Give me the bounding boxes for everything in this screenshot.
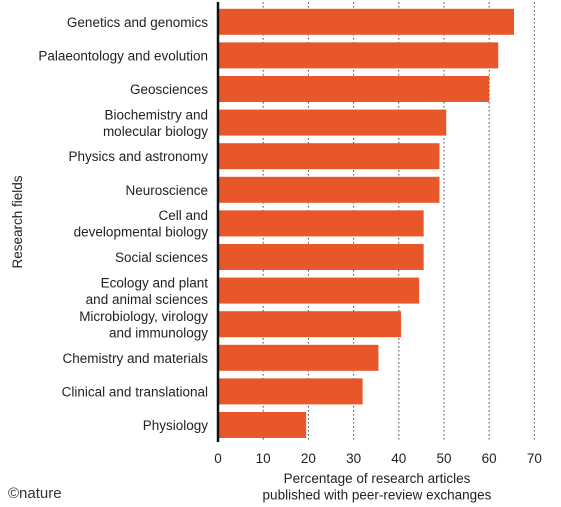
category-label: Ecology and plant and animal sciences	[86, 275, 209, 307]
x-tick-label: 70	[527, 451, 542, 466]
bars	[218, 8, 515, 438]
category-label: Cell and developmental biology	[74, 208, 209, 240]
x-tick-labels: 0 10 20 30 40 50 60 70	[214, 451, 542, 466]
nature-credit: ©nature	[8, 485, 62, 502]
category-labels: Genetics and genomics Palaeontology and e…	[38, 15, 208, 433]
category-label: Clinical and translational	[62, 384, 208, 399]
bar	[218, 344, 379, 371]
category-label: Microbiology, virology and immunology	[79, 309, 208, 341]
x-tick-label: 10	[256, 451, 271, 466]
bar	[218, 76, 490, 102]
x-axis-title: Percentage of research articles published…	[263, 471, 492, 503]
x-tick-label: 0	[214, 451, 222, 466]
bar	[218, 311, 402, 338]
bar	[218, 109, 447, 136]
category-label: Chemistry and materials	[62, 351, 208, 366]
category-label: Genetics and genomics	[67, 15, 208, 30]
category-label: Biochemistry and molecular biology	[103, 107, 208, 139]
x-tick-label: 50	[436, 451, 451, 466]
x-tick-label: 30	[346, 451, 361, 466]
bar	[218, 244, 424, 270]
category-label: Geosciences	[130, 82, 208, 97]
x-tick-label: 40	[391, 451, 406, 466]
bar	[218, 412, 307, 438]
bar	[218, 277, 420, 304]
y-axis-title: Research fields	[10, 175, 25, 268]
x-tick-label: 20	[301, 451, 316, 466]
category-label: Social sciences	[115, 250, 208, 265]
bar	[218, 378, 363, 405]
bar	[218, 42, 499, 69]
category-label: Physiology	[143, 418, 209, 433]
bar	[218, 210, 424, 237]
bar	[218, 8, 515, 35]
category-label: Neuroscience	[125, 183, 208, 198]
category-label: Palaeontology and evolution	[38, 48, 208, 63]
bar	[218, 176, 440, 203]
bar	[218, 143, 440, 170]
x-tick-label: 60	[482, 451, 497, 466]
category-label: Physics and astronomy	[68, 149, 208, 164]
